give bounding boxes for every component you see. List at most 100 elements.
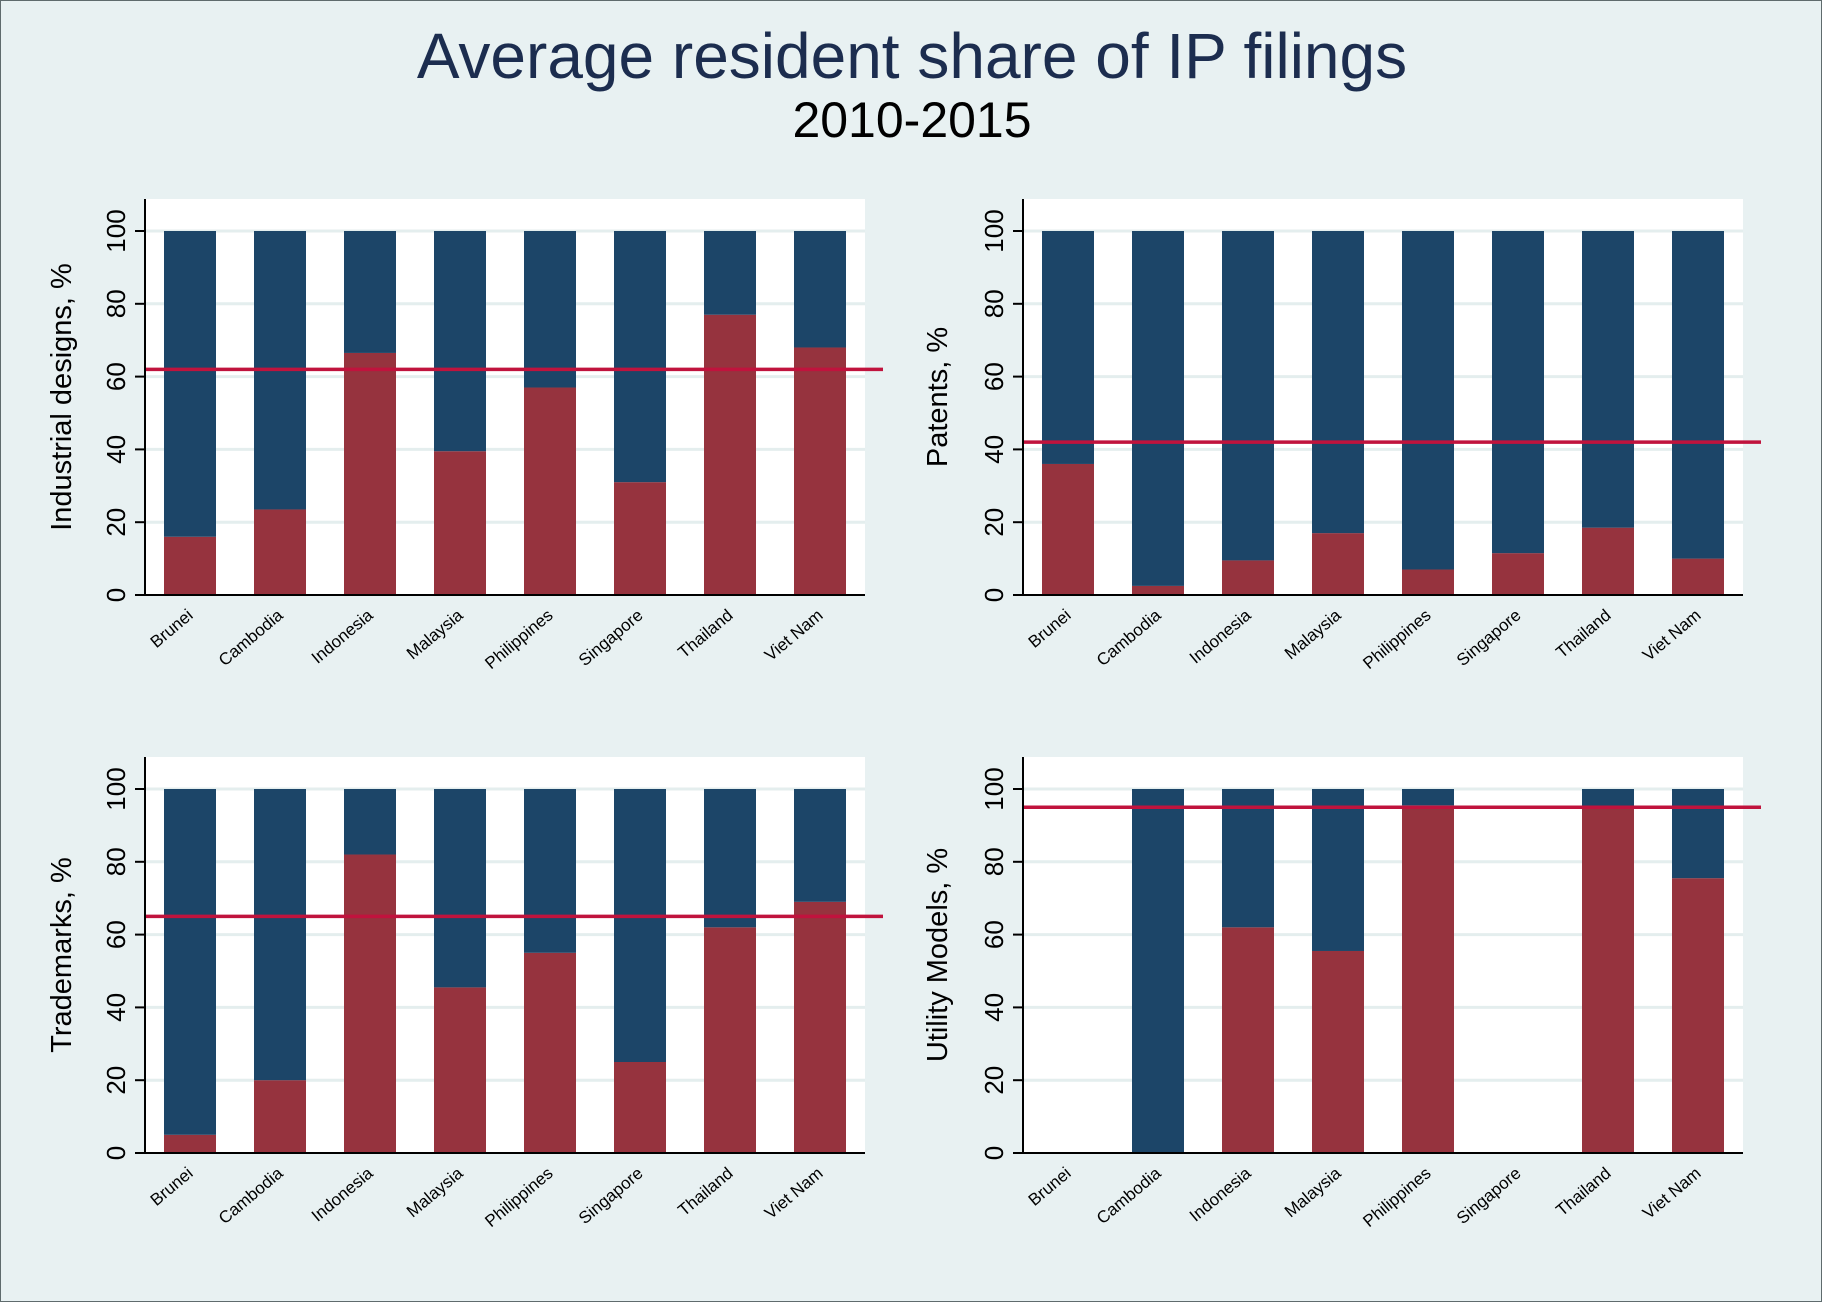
- resident-bar-indonesia: [344, 854, 396, 1153]
- x-tick-label: Indonesia: [308, 605, 377, 667]
- y-tick-label: 20: [101, 1066, 131, 1095]
- y-tick-label: 60: [101, 920, 131, 949]
- non-resident-bar-brunei: [1042, 231, 1094, 464]
- resident-bar-cambodia: [254, 1080, 306, 1153]
- non-resident-bar-thailand: [704, 789, 756, 928]
- x-tick-label: Indonesia: [1186, 605, 1255, 667]
- plot-area: [1023, 199, 1743, 595]
- x-tick-label: Malaysia: [1281, 605, 1345, 663]
- x-tick-label: Cambodia: [215, 605, 287, 670]
- x-tick-label: Thailand: [1552, 606, 1614, 662]
- x-tick-label: Brunei: [147, 1164, 197, 1210]
- resident-bar-philippines: [524, 387, 576, 595]
- non-resident-bar-brunei: [164, 231, 216, 537]
- y-axis-label: Trademarks, %: [46, 857, 78, 1053]
- chart-panel-3: Brunei Cambodia Indonesia Malaysia Philippin…: [46, 757, 883, 1231]
- x-tick-label: Indonesia: [1186, 1163, 1255, 1225]
- non-resident-bar-singapore: [614, 789, 666, 1062]
- resident-bar-viet-nam: [1672, 558, 1724, 595]
- y-tick-label: 80: [101, 289, 131, 318]
- non-resident-bar-singapore: [614, 231, 666, 483]
- non-resident-bar-indonesia: [1222, 789, 1274, 928]
- y-tick-label: 0: [979, 1146, 1009, 1160]
- x-tick-label: Cambodia: [215, 1163, 287, 1228]
- x-tick-label: Singapore: [1453, 1164, 1525, 1228]
- non-resident-bar-indonesia: [344, 789, 396, 855]
- resident-bar-singapore: [614, 482, 666, 595]
- y-tick-label: 40: [979, 435, 1009, 464]
- non-resident-bar-cambodia: [254, 789, 306, 1081]
- non-resident-bar-malaysia: [434, 231, 486, 452]
- non-resident-bar-thailand: [1582, 231, 1634, 528]
- y-tick-label: 100: [979, 767, 1009, 810]
- x-tick-label: Viet Nam: [761, 1164, 827, 1223]
- resident-bar-thailand: [704, 927, 756, 1153]
- resident-bar-viet-nam: [794, 901, 846, 1153]
- x-tick-label: Cambodia: [1093, 605, 1165, 670]
- y-tick-label: 60: [979, 362, 1009, 391]
- non-resident-bar-malaysia: [1312, 231, 1364, 534]
- non-resident-bar-philippines: [1402, 231, 1454, 570]
- resident-bar-thailand: [1582, 807, 1634, 1153]
- resident-bar-malaysia: [1312, 950, 1364, 1153]
- y-tick-label: 0: [979, 588, 1009, 602]
- resident-bar-malaysia: [1312, 533, 1364, 595]
- x-tick-label: Philippines: [1359, 1164, 1434, 1231]
- chart-title: Average resident share of IP filings: [416, 20, 1408, 92]
- resident-bar-singapore: [614, 1062, 666, 1153]
- x-tick-label: Brunei: [1025, 606, 1075, 652]
- x-tick-label: Viet Nam: [1639, 606, 1705, 665]
- non-resident-bar-malaysia: [1312, 789, 1364, 951]
- non-resident-bar-singapore: [1492, 231, 1544, 554]
- non-resident-bar-viet-nam: [794, 231, 846, 348]
- resident-bar-brunei: [164, 536, 216, 595]
- x-tick-label: Malaysia: [1281, 1163, 1345, 1221]
- x-tick-label: Philippines: [1359, 606, 1434, 673]
- chart-panel-2: Brunei Cambodia Indonesia Malaysia Philippin…: [922, 199, 1761, 673]
- resident-bar-malaysia: [434, 451, 486, 595]
- chart-panel-4: Brunei Cambodia Indonesia Malaysia Philippin…: [922, 757, 1761, 1231]
- non-resident-bar-thailand: [1582, 789, 1634, 808]
- resident-bar-cambodia: [254, 509, 306, 595]
- x-tick-label: Singapore: [1453, 606, 1525, 670]
- y-axis-label: Utility Models, %: [922, 848, 954, 1062]
- non-resident-bar-viet-nam: [1672, 231, 1724, 559]
- resident-bar-thailand: [1582, 527, 1634, 595]
- non-resident-bar-brunei: [164, 789, 216, 1135]
- resident-bar-indonesia: [1222, 927, 1274, 1153]
- x-tick-label: Malaysia: [403, 605, 467, 663]
- chart-subtitle: 2010-2015: [792, 92, 1032, 148]
- y-tick-label: 80: [979, 847, 1009, 876]
- resident-bar-brunei: [1042, 463, 1094, 595]
- y-tick-label: 0: [101, 588, 131, 602]
- resident-bar-philippines: [524, 952, 576, 1153]
- resident-bar-philippines: [1402, 569, 1454, 595]
- x-tick-label: Singapore: [575, 606, 647, 670]
- x-tick-label: Brunei: [1025, 1164, 1075, 1210]
- chart-panel-1: Brunei Cambodia Indonesia Malaysia Philippin…: [46, 199, 883, 673]
- x-tick-label: Indonesia: [308, 1163, 377, 1225]
- y-tick-label: 80: [101, 847, 131, 876]
- resident-bar-indonesia: [1222, 560, 1274, 595]
- y-tick-label: 20: [979, 508, 1009, 537]
- y-tick-label: 60: [979, 920, 1009, 949]
- y-tick-label: 100: [101, 767, 131, 810]
- y-axis-label: Industrial designs, %: [46, 263, 78, 531]
- resident-bar-thailand: [704, 314, 756, 595]
- y-tick-label: 40: [979, 993, 1009, 1022]
- non-resident-bar-philippines: [1402, 789, 1454, 806]
- resident-bar-brunei: [164, 1134, 216, 1153]
- non-resident-bar-indonesia: [1222, 231, 1274, 561]
- x-tick-label: Cambodia: [1093, 1163, 1165, 1228]
- x-tick-label: Thailand: [674, 1164, 736, 1220]
- x-tick-label: Viet Nam: [761, 606, 827, 665]
- non-resident-bar-philippines: [524, 231, 576, 388]
- non-resident-bar-thailand: [704, 231, 756, 315]
- plot-area: [145, 199, 865, 595]
- resident-bar-viet-nam: [1672, 878, 1724, 1153]
- y-tick-label: 40: [101, 993, 131, 1022]
- non-resident-bar-philippines: [524, 789, 576, 953]
- resident-bar-indonesia: [344, 352, 396, 595]
- y-tick-label: 0: [101, 1146, 131, 1160]
